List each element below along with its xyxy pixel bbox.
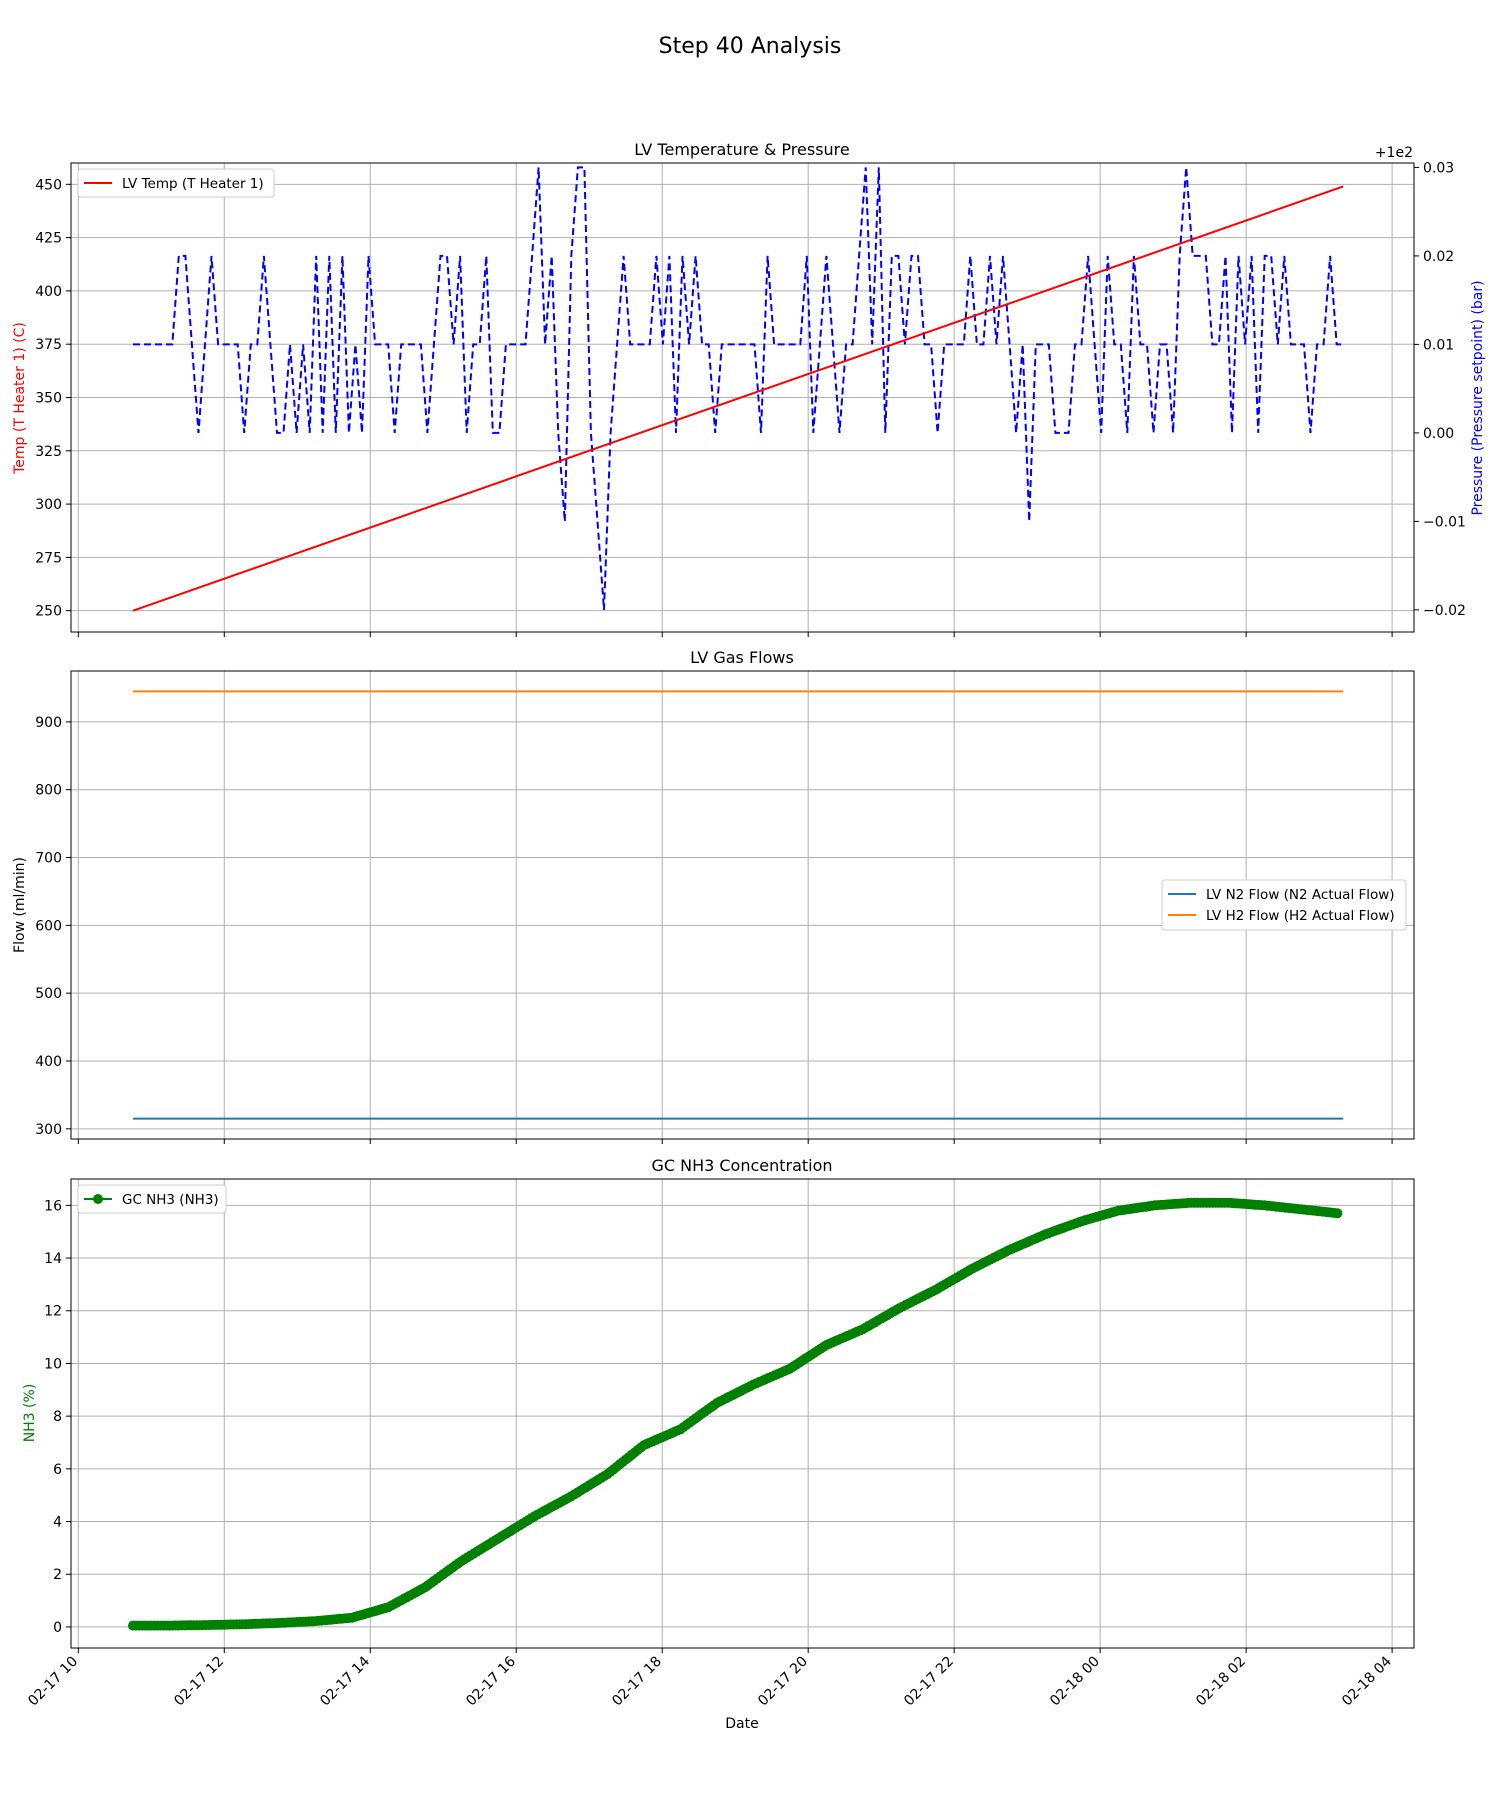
y2-tick-label: 0.01	[1423, 337, 1454, 353]
y-tick-label: 800	[35, 783, 62, 799]
x-tick-label: 02-17 16	[463, 1653, 519, 1709]
y-tick-label: 250	[35, 604, 62, 620]
legend: GC NH3 (NH3)	[77, 1184, 227, 1214]
legend: LV N2 Flow (N2 Actual Flow) LV H2 Flow (…	[1161, 879, 1407, 931]
y-tick-label: 2	[53, 1567, 62, 1583]
y-tick-label: 400	[35, 284, 62, 300]
y-axis-ticks: 300 400 500 600 700 800 900	[35, 715, 71, 1138]
y-tick-label: 700	[35, 851, 62, 867]
y-axis-label: NH3 (%)	[22, 1384, 38, 1443]
y2-axis-label: Pressure (Pressure setpoint) (bar)	[1470, 280, 1486, 515]
legend-label: GC NH3 (NH3)	[122, 1192, 219, 1208]
y2-tick-label: 0.00	[1423, 426, 1454, 442]
grid	[71, 671, 1414, 1139]
y-tick-label: 350	[35, 391, 62, 407]
plot-area	[133, 690, 1344, 1120]
x-tick-label: 02-17 12	[171, 1654, 227, 1710]
y-tick-label: 0	[53, 1620, 62, 1636]
y-tick-label: 4	[53, 1515, 62, 1531]
y-tick-label: 325	[35, 444, 62, 460]
y2-tick-label: −0.02	[1423, 603, 1466, 619]
legend: LV Temp (T Heater 1)	[77, 168, 275, 198]
nh3-point	[1332, 1208, 1343, 1219]
y-axis-label: Temp (T Heater 1) (C)	[12, 322, 28, 475]
y2-axis-ticks: −0.02 −0.01 0.00 0.01 0.02 0.03	[1414, 160, 1466, 619]
chart-title: LV Gas Flows	[690, 648, 794, 667]
series-temp-line	[132, 185, 1344, 612]
x-tick-label: 02-18 02	[1193, 1654, 1249, 1710]
x-tick-label: 02-17 10	[25, 1654, 81, 1710]
y-tick-label: 16	[44, 1198, 62, 1214]
y-tick-label: 900	[35, 715, 62, 731]
figure-title: Step 40 Analysis	[659, 34, 842, 59]
y-tick-label: 600	[35, 918, 62, 934]
y-tick-label: 6	[53, 1462, 62, 1478]
x-tick-label: 02-17 14	[317, 1653, 373, 1709]
y-tick-label: 8	[53, 1409, 62, 1425]
x-axis-ticks: 02-17 10 02-17 12 02-17 14 02-17 16 02-17 18…	[25, 1648, 1395, 1709]
y-tick-label: 14	[44, 1251, 62, 1267]
y-tick-label: 450	[35, 177, 62, 193]
panel-temp-pressure: 250 275 300 325 350 375 400 425 450 −0.02 −0.01 0.…	[12, 140, 1486, 637]
y-axis-ticks: 0 2 4 6 8 10 12 14 16	[44, 1198, 71, 1636]
chart-title: LV Temperature & Pressure	[634, 140, 850, 159]
y-axis-label: Flow (ml/min)	[12, 857, 28, 953]
x-tick-label: 02-17 22	[901, 1654, 957, 1710]
y-tick-label: 275	[35, 550, 62, 566]
y-tick-label: 300	[35, 497, 62, 513]
x-tick-label: 02-17 18	[609, 1654, 665, 1710]
y2-tick-label: −0.01	[1423, 514, 1466, 530]
y-tick-label: 400	[35, 1054, 62, 1070]
legend-label: LV N2 Flow (N2 Actual Flow)	[1206, 887, 1395, 903]
series-pressure-line	[133, 166, 1344, 610]
legend-label: LV Temp (T Heater 1)	[122, 176, 264, 192]
y-tick-label: 375	[35, 337, 62, 353]
y2-tick-label: 0.02	[1423, 249, 1454, 265]
y-tick-label: 500	[35, 986, 62, 1002]
legend-marker	[93, 1194, 103, 1204]
y-axis-ticks: 250 275 300 325 350 375 400 425 450	[35, 177, 71, 620]
x-tick-label: 02-18 00	[1047, 1654, 1103, 1710]
legend-label: LV H2 Flow (H2 Actual Flow)	[1206, 908, 1395, 924]
x-axis-label: Date	[725, 1716, 758, 1732]
x-tick-label: 02-18 04	[1339, 1653, 1395, 1709]
y2-tick-label: 0.03	[1423, 160, 1454, 176]
plot-area	[132, 166, 1344, 612]
panel-gas-flows: 300 400 500 600 700 800 900 LV Gas Flows Flow …	[12, 648, 1415, 1144]
grid	[71, 1179, 1414, 1648]
x-axis-ticks	[77, 632, 1393, 637]
y2-offset-label: +1e2	[1375, 145, 1413, 161]
plot-area	[128, 1197, 1343, 1631]
y-tick-label: 10	[44, 1356, 62, 1372]
x-axis-ticks	[77, 1139, 1393, 1144]
x-tick-label: 02-17 20	[755, 1654, 811, 1710]
chart-title: GC NH3 Concentration	[651, 1156, 832, 1175]
y-tick-label: 12	[44, 1304, 62, 1320]
y-tick-label: 425	[35, 231, 62, 247]
y-tick-label: 300	[35, 1122, 62, 1138]
